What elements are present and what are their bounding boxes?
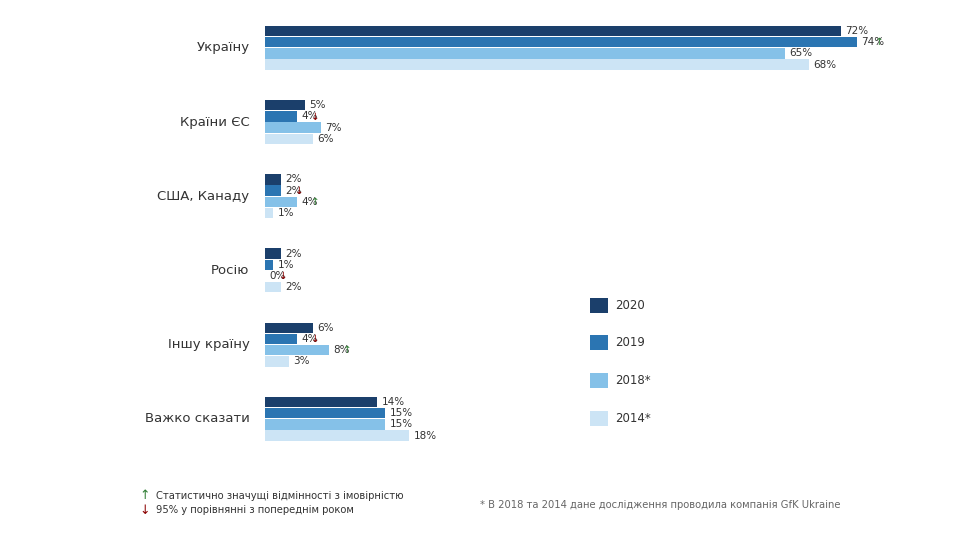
Bar	[266, 197, 298, 207]
Bar	[266, 356, 289, 367]
Text: 6%: 6%	[318, 134, 334, 144]
Text: 2014*: 2014*	[615, 412, 651, 425]
Text: 2%: 2%	[285, 248, 302, 259]
Bar	[266, 408, 385, 418]
Text: 4%: 4%	[301, 334, 318, 344]
Bar	[266, 185, 281, 196]
Text: ↓: ↓	[295, 186, 303, 195]
Text: ↑: ↑	[311, 197, 320, 207]
Text: 7%: 7%	[325, 123, 342, 133]
Text: 18%: 18%	[414, 430, 437, 441]
Text: 2%: 2%	[285, 282, 302, 292]
Text: ↑: ↑	[139, 489, 150, 502]
Text: 4%: 4%	[301, 111, 318, 122]
Bar	[266, 174, 281, 185]
Text: 2020: 2020	[615, 299, 645, 312]
Bar	[266, 282, 281, 292]
Text: 14%: 14%	[381, 397, 404, 407]
Text: 1%: 1%	[277, 260, 294, 270]
Text: 65%: 65%	[789, 49, 812, 58]
Bar	[266, 334, 298, 344]
Bar	[266, 323, 313, 333]
Text: 68%: 68%	[813, 59, 836, 70]
Bar	[266, 260, 274, 270]
Bar	[266, 397, 377, 407]
Bar	[266, 133, 313, 144]
Bar	[266, 100, 305, 111]
Bar	[266, 208, 274, 218]
Text: 72%: 72%	[845, 26, 868, 36]
Text: ↓: ↓	[311, 334, 320, 344]
Text: 8%: 8%	[333, 345, 349, 355]
Text: 1%: 1%	[277, 208, 294, 218]
Bar	[266, 37, 857, 48]
Text: 4%: 4%	[301, 197, 318, 207]
Text: 0%: 0%	[270, 271, 286, 281]
Bar	[266, 48, 785, 59]
Text: Статистично значущі відмінності з імовірністю: Статистично значущі відмінності з імовір…	[156, 491, 403, 501]
Bar	[266, 430, 409, 441]
Bar	[266, 248, 281, 259]
Text: 2%: 2%	[285, 174, 302, 185]
Text: ↑: ↑	[875, 37, 883, 48]
Bar	[266, 123, 322, 133]
Text: 2019: 2019	[615, 336, 645, 349]
Bar	[266, 59, 809, 70]
Bar	[266, 419, 385, 429]
Bar	[266, 111, 298, 122]
Text: ↓: ↓	[279, 271, 288, 281]
Text: 15%: 15%	[390, 408, 413, 418]
Text: ↓: ↓	[311, 111, 320, 122]
Text: 2018*: 2018*	[615, 374, 651, 387]
Text: 74%: 74%	[861, 37, 884, 48]
Text: ↓: ↓	[139, 504, 150, 517]
Text: 15%: 15%	[390, 420, 413, 429]
Text: ↑: ↑	[343, 345, 351, 355]
Text: 5%: 5%	[309, 100, 325, 110]
Text: 95% у порівнянні з попереднім роком: 95% у порівнянні з попереднім роком	[156, 505, 353, 515]
Text: * В 2018 та 2014 дане дослідження проводила компанія GfK Ukraine: * В 2018 та 2014 дане дослідження провод…	[480, 500, 841, 510]
Text: 6%: 6%	[318, 323, 334, 333]
Text: 2%: 2%	[285, 186, 302, 195]
Bar	[266, 26, 841, 36]
Text: 3%: 3%	[294, 356, 310, 366]
Bar	[266, 345, 329, 355]
